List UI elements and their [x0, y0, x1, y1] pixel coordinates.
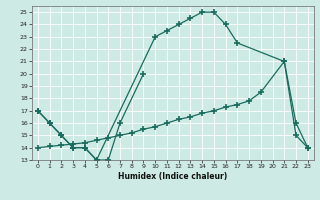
X-axis label: Humidex (Indice chaleur): Humidex (Indice chaleur): [118, 172, 228, 181]
